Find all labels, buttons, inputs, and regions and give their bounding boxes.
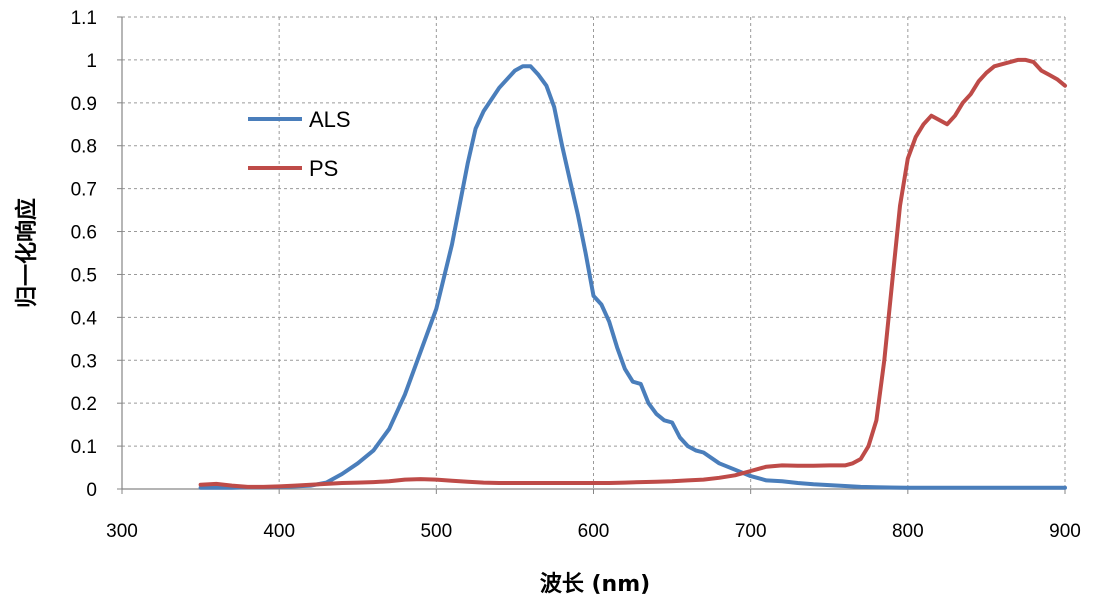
- y-tick-labels: 0 0.1 0.2 0.3 0.4 0.5 0.6 0.7 0.8 0.9 1 1.1: [71, 8, 98, 501]
- x-tick-label: 900: [1049, 521, 1081, 542]
- legend-label-ps: PS: [309, 156, 338, 181]
- x-axis-title: 波长 (nm): [540, 572, 650, 597]
- x-tick-label: 500: [420, 521, 452, 542]
- legend-label-als: ALS: [309, 107, 351, 132]
- x-tick-label: 400: [263, 521, 295, 542]
- y-tick-label: 0.7: [71, 180, 97, 201]
- y-tick-label: 0.4: [71, 308, 98, 329]
- y-tick-label: 0.6: [71, 223, 97, 244]
- y-tick-label: 0.5: [71, 265, 97, 286]
- x-tick-label: 700: [735, 521, 767, 542]
- series-line-ps: [198, 57, 1067, 489]
- series-line-als: [198, 64, 1067, 490]
- y-tick-label: 0.9: [71, 94, 97, 115]
- x-tick-label: 600: [578, 521, 610, 542]
- y-tick-label: 1.1: [71, 8, 97, 29]
- axes: [117, 16, 1066, 494]
- legend: ALS PS: [248, 107, 351, 181]
- gridlines: [122, 16, 1066, 489]
- x-tick-label: 800: [892, 521, 924, 542]
- x-tick-label: 300: [106, 521, 138, 542]
- series-lines: [198, 57, 1067, 490]
- y-tick-label: 0.1: [71, 437, 97, 458]
- x-tick-labels: 300 400 500 600 700 800 900: [106, 521, 1081, 542]
- y-tick-label: 0: [86, 480, 97, 501]
- y-tick-label: 0.8: [71, 137, 97, 158]
- y-tick-label: 0.2: [71, 394, 97, 415]
- y-tick-label: 0.3: [71, 351, 97, 372]
- y-axis-title: 归一化响应: [14, 198, 40, 308]
- y-tick-label: 1: [86, 51, 97, 72]
